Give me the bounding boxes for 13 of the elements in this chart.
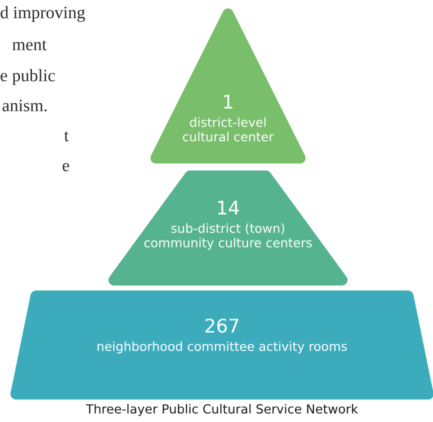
- category-label: sub-district (town) community culture centers: [144, 223, 312, 250]
- text: e public: [0, 69, 55, 85]
- data-label: 267: [205, 318, 238, 333]
- category-label: district-level cultural center: [182, 117, 274, 142]
- text: e: [62, 162, 70, 172]
- text: Three-layer Public Cultural Service Network: [86, 404, 358, 416]
- text: anism.: [2, 100, 47, 112]
- data-label: 14: [218, 200, 239, 214]
- text: t: [64, 131, 69, 142]
- text: ment: [12, 40, 47, 50]
- data-label: 1: [224, 94, 232, 108]
- category-label: neighborhood committee activity rooms: [98, 341, 347, 354]
- text: d improving: [0, 6, 86, 22]
